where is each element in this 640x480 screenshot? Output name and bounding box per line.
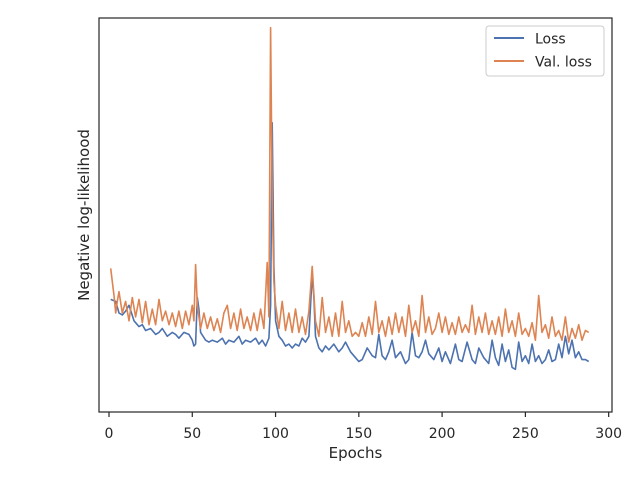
legend: Loss Val. loss — [485, 25, 605, 77]
legend-label-val-loss: Val. loss — [535, 55, 592, 71]
y-axis-label: Negative log-likelihood — [75, 129, 93, 301]
x-tick-label: 150 — [345, 426, 372, 442]
series-line-loss — [110, 122, 590, 371]
x-tick-label: 200 — [429, 426, 456, 442]
series-lines — [109, 26, 590, 371]
x-axis-label: Epochs — [329, 444, 383, 462]
x-tick-label: 100 — [262, 426, 289, 442]
plot-frame — [98, 17, 613, 413]
x-tick-label: 250 — [512, 426, 539, 442]
legend-label-loss: Loss — [535, 32, 566, 48]
series-line-val-loss — [109, 26, 590, 343]
x-tick-label: 50 — [183, 426, 201, 442]
plot-area — [99, 18, 612, 412]
x-axis-ticks: 0 50 100 150 200 250 300 — [105, 412, 622, 442]
x-tick-label: 0 — [105, 426, 114, 442]
x-tick-label: 300 — [595, 426, 622, 442]
